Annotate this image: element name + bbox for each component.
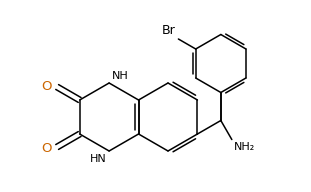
Text: Br: Br	[162, 24, 175, 37]
Text: HN: HN	[91, 154, 107, 164]
Text: NH₂: NH₂	[234, 142, 255, 151]
Text: NH: NH	[112, 71, 129, 81]
Text: O: O	[42, 79, 52, 93]
Text: O: O	[42, 142, 52, 155]
